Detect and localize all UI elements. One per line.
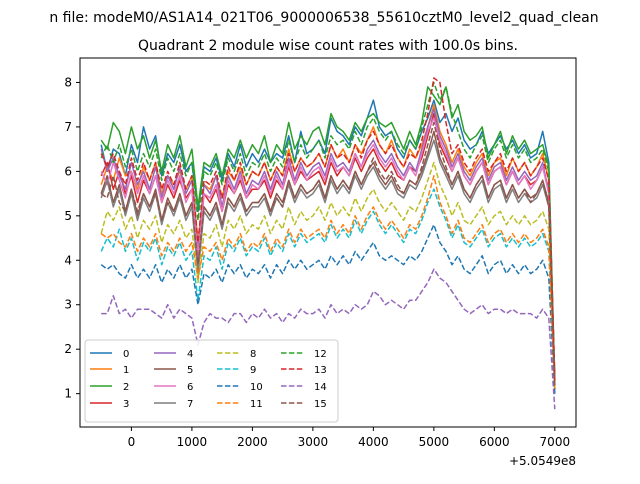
- axes-frame: [79, 57, 577, 428]
- series-line-9: [100, 188, 556, 394]
- x-tick-label: 7000: [540, 435, 571, 449]
- legend-entry-0: 0: [90, 349, 129, 360]
- y-tick-label: 1: [64, 387, 72, 401]
- legend-entry-10: 10: [217, 382, 263, 393]
- legend-label: 9: [250, 365, 256, 376]
- chart-title: Quadrant 2 module wise count rates with …: [138, 38, 518, 54]
- legend-label: 2: [123, 382, 129, 393]
- legend-entry-5: 5: [154, 365, 193, 376]
- figure-suptitle: n file: modeM0/AS1A14_021T06_9000006538_…: [49, 10, 598, 26]
- y-tick-label: 4: [64, 253, 72, 267]
- legend-entry-8: 8: [217, 349, 256, 360]
- legend-label: 6: [187, 382, 193, 393]
- legend-label: 4: [187, 349, 193, 360]
- y-tick-label: 7: [64, 120, 72, 134]
- legend-label: 3: [123, 399, 129, 410]
- legend-label: 7: [187, 399, 193, 410]
- legend-label: 10: [250, 382, 263, 393]
- y-tick-label: 5: [64, 209, 72, 223]
- legend-entry-6: 6: [154, 382, 193, 393]
- x-tick-label: 0: [128, 435, 136, 449]
- series-line-0: [100, 99, 556, 381]
- legend-label: 1: [123, 365, 129, 376]
- x-tick-label: 3000: [298, 435, 329, 449]
- y-tick-label: 8: [64, 75, 72, 89]
- series-line-10: [100, 223, 556, 394]
- series-line-2: [100, 86, 556, 385]
- legend-entry-11: 11: [217, 399, 263, 410]
- x-tick-label: 4000: [358, 435, 389, 449]
- legend-frame: [84, 339, 339, 423]
- legend-label: 8: [250, 349, 256, 360]
- y-tick-label: 2: [64, 342, 72, 356]
- legend-label: 15: [314, 399, 327, 410]
- series-line-15: [100, 121, 556, 390]
- legend-entry-9: 9: [217, 365, 256, 376]
- y-tick-label: 3: [64, 298, 72, 312]
- x-tick-label: 5000: [419, 435, 450, 449]
- legend-entry-13: 13: [281, 365, 327, 376]
- legend-entry-3: 3: [90, 399, 129, 410]
- legend-entry-15: 15: [281, 399, 327, 410]
- series-line-7: [100, 139, 556, 390]
- y-tick-label: 6: [64, 164, 72, 178]
- legend-entry-12: 12: [281, 349, 327, 360]
- x-axis-ticks: 0 1000 2000 3000 4000 5000 6000 7000: [128, 427, 571, 449]
- legend-entry-7: 7: [154, 399, 193, 410]
- x-tick-label: 1000: [177, 435, 208, 449]
- series-layer: [100, 77, 556, 410]
- legend-label: 5: [187, 365, 193, 376]
- legend-entry-1: 1: [90, 365, 129, 376]
- legend-label: 13: [314, 365, 327, 376]
- legend-entry-14: 14: [281, 382, 327, 393]
- legend-label: 14: [314, 382, 327, 393]
- series-line-11: [100, 175, 556, 390]
- series-line-4: [100, 108, 556, 381]
- x-tick-label: 6000: [479, 435, 510, 449]
- legend-label: 12: [314, 349, 327, 360]
- legend-label: 0: [123, 349, 129, 360]
- legend-entry-2: 2: [90, 382, 129, 393]
- legend-label: 11: [250, 399, 263, 410]
- legend-entry-4: 4: [154, 349, 193, 360]
- series-line-12: [100, 81, 556, 385]
- series-line-13: [100, 77, 556, 381]
- x-tick-label: 2000: [237, 435, 268, 449]
- x-axis-offset-label: +5.0549e8: [509, 454, 576, 468]
- series-line-8: [100, 161, 556, 394]
- series-line-14: [101, 268, 556, 410]
- series-line-6: [100, 117, 556, 385]
- y-axis-ticks: 1 2 3 4 5 6 7 8: [64, 75, 80, 401]
